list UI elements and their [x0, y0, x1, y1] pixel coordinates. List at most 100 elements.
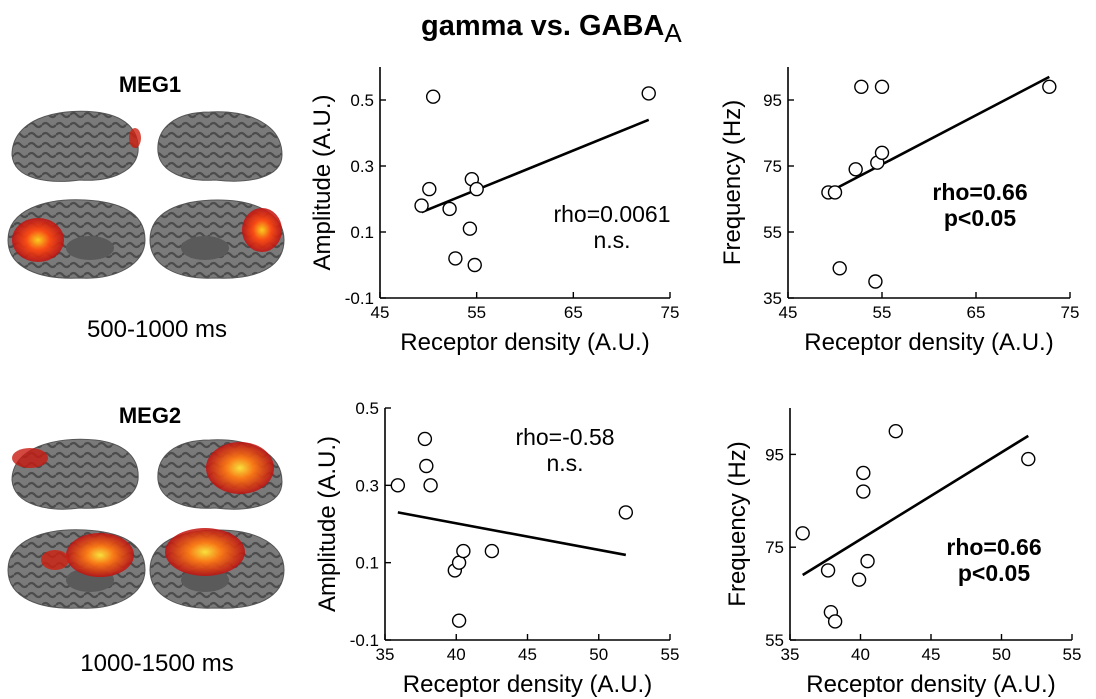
data-point — [874, 79, 890, 95]
data-point — [469, 181, 484, 197]
stat-annotation: p<0.05 — [944, 205, 1016, 231]
x-tick-label: 45 — [922, 645, 941, 664]
stat-annotation: rho=0.0061 — [553, 201, 670, 227]
x-tick-label: 55 — [467, 303, 486, 322]
y-axis-label: Frequency (Hz) — [724, 441, 751, 606]
stat-annotation: n.s. — [593, 227, 630, 253]
regression-line — [421, 118, 650, 214]
x-tick-label: 45 — [779, 303, 798, 322]
data-point — [874, 145, 890, 161]
y-tick-label: 55 — [765, 631, 784, 650]
x-tick-label: 45 — [518, 645, 537, 664]
data-point — [390, 478, 406, 493]
y-tick-label: 55 — [763, 223, 782, 242]
data-point — [456, 543, 471, 559]
y-tick-label: 0.5 — [350, 91, 374, 110]
title-main: gamma vs. GABA — [421, 10, 665, 42]
data-point — [448, 251, 463, 266]
brain-surface-meg1 — [7, 110, 285, 279]
x-tick-label: 50 — [992, 645, 1011, 664]
time-window-meg1: 500-1000 ms — [86, 316, 228, 343]
data-point — [419, 458, 434, 474]
stat-annotation: p<0.05 — [958, 560, 1030, 586]
title-subscript: A — [664, 18, 682, 48]
y-tick-label: 0.1 — [355, 554, 379, 573]
data-point — [868, 274, 883, 289]
data-point — [451, 613, 467, 628]
data-point — [856, 465, 871, 481]
y-tick-label: 0.5 — [355, 399, 379, 418]
stat-annotation: rho=0.66 — [932, 179, 1027, 205]
data-point — [856, 484, 871, 499]
regression-line — [397, 511, 627, 557]
data-point — [1021, 451, 1036, 467]
y-tick-label: 95 — [763, 91, 782, 110]
y-tick-label: 35 — [763, 289, 782, 308]
x-axis-label: Receptor density (A.U.) — [806, 671, 1055, 698]
data-point — [442, 201, 457, 217]
x-tick-label: 55 — [1063, 645, 1082, 664]
x-tick-label: 65 — [967, 303, 986, 322]
data-point — [417, 431, 433, 447]
x-tick-label: 40 — [447, 645, 466, 664]
x-tick-label: 65 — [564, 303, 583, 322]
x-tick-label: 50 — [589, 645, 608, 664]
time-window-meg2: 1000-1500 ms — [80, 650, 234, 677]
x-tick-label: 35 — [781, 645, 800, 664]
y-tick-label: 0.3 — [350, 157, 374, 176]
x-tick-label: 75 — [661, 303, 680, 322]
row-label-meg2: MEG2 — [118, 403, 182, 428]
stat-annotation: rho=-0.58 — [515, 424, 614, 450]
data-point — [820, 563, 836, 578]
x-tick-label: 45 — [371, 303, 390, 322]
data-point — [854, 79, 869, 95]
data-point — [425, 89, 441, 104]
x-tick-label: 75 — [1061, 303, 1080, 322]
data-point — [848, 162, 863, 177]
x-axis-label: Receptor density (A.U.) — [804, 329, 1053, 356]
data-point — [827, 614, 843, 629]
brain-surface-meg2 — [7, 438, 285, 609]
data-point — [484, 543, 500, 559]
y-tick-label: 95 — [765, 445, 784, 464]
x-tick-label: 55 — [661, 645, 680, 664]
y-tick-label: 0.3 — [355, 476, 379, 495]
data-point — [414, 198, 429, 213]
y-tick-label: 0.1 — [350, 223, 374, 242]
x-tick-label: 35 — [376, 645, 395, 664]
x-tick-label: 55 — [873, 303, 892, 322]
data-point — [827, 185, 843, 200]
stat-annotation: n.s. — [546, 450, 583, 476]
y-tick-label: 75 — [763, 157, 782, 176]
data-point — [795, 526, 810, 541]
y-axis-label: Amplitude (A.U.) — [314, 436, 341, 612]
x-axis-label: Receptor density (A.U.) — [400, 329, 649, 356]
data-point — [467, 257, 482, 273]
figure-title: gamma vs. GABAA — [421, 10, 682, 49]
data-point — [641, 86, 656, 101]
data-point — [1042, 79, 1057, 95]
data-point — [618, 505, 634, 520]
x-axis-label: Receptor density (A.U.) — [403, 671, 652, 698]
data-point — [851, 572, 867, 587]
stat-annotation: rho=0.66 — [946, 534, 1041, 560]
regression-line — [827, 75, 1050, 194]
data-point — [860, 553, 875, 569]
y-tick-label: -0.1 — [350, 631, 379, 650]
data-point — [832, 261, 847, 276]
y-axis-label: Amplitude (A.U.) — [309, 94, 336, 270]
regression-line — [802, 434, 1029, 577]
data-point — [423, 478, 438, 493]
x-tick-label: 40 — [851, 645, 870, 664]
y-axis-label: Frequency (Hz) — [719, 100, 746, 265]
row-label-meg1: MEG1 — [118, 72, 182, 97]
data-point — [462, 221, 478, 236]
data-point — [888, 424, 903, 439]
y-tick-label: 75 — [765, 538, 784, 557]
data-point — [422, 181, 437, 197]
y-tick-label: -0.1 — [345, 289, 374, 308]
